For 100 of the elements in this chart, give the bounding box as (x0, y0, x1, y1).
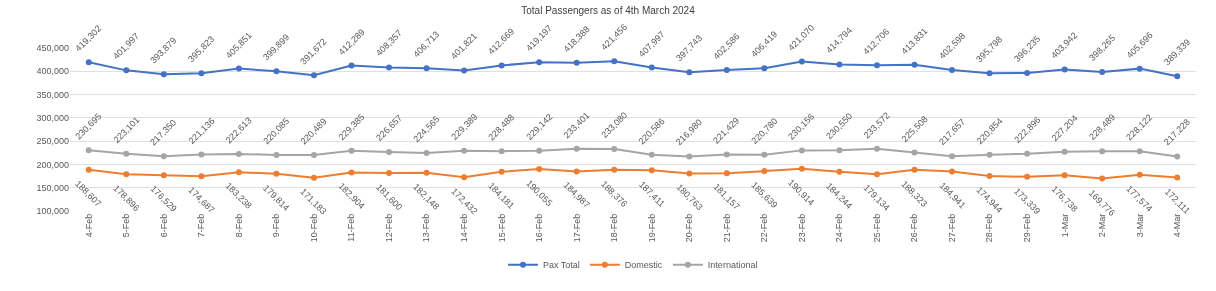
point (348, 169, 355, 176)
point (498, 62, 505, 69)
point (911, 166, 918, 173)
point (1174, 153, 1181, 160)
point (836, 147, 843, 154)
point (986, 151, 993, 158)
point (986, 70, 993, 77)
x-tick-label: 6-Feb (158, 213, 169, 238)
x-tick-label: 15-Feb (496, 213, 507, 243)
x-tick-label: 7-Feb (196, 213, 207, 238)
point (1099, 69, 1106, 76)
point (911, 61, 918, 68)
point (536, 59, 543, 66)
point (123, 150, 130, 157)
point (160, 71, 167, 78)
x-tick-label: 27-Feb (946, 213, 957, 243)
point (1136, 171, 1143, 178)
x-tick-label: 1-Mar (1059, 213, 1070, 238)
point (310, 174, 317, 181)
y-tick-label: 450,000 (36, 43, 69, 54)
point (761, 168, 768, 175)
point (423, 149, 430, 156)
point (1136, 148, 1143, 155)
y-tick-label: 100,000 (36, 206, 69, 217)
y-tick-label: 350,000 (36, 89, 69, 100)
point (348, 62, 355, 69)
point (723, 151, 730, 158)
x-tick-label: 9-Feb (271, 213, 282, 238)
point (573, 59, 580, 66)
point (873, 62, 880, 69)
point (1099, 148, 1106, 155)
x-tick-label: 18-Feb (609, 213, 620, 243)
point (986, 173, 993, 180)
point (798, 147, 805, 154)
x-tick-label: 28-Feb (984, 213, 995, 243)
point (611, 58, 618, 65)
point (123, 171, 130, 178)
y-tick-label: 300,000 (36, 113, 69, 124)
point (536, 166, 543, 173)
x-tick-label: 4-Mar (1172, 213, 1183, 238)
point (723, 67, 730, 74)
point (498, 148, 505, 155)
point (386, 64, 393, 71)
x-tick-label: 26-Feb (909, 213, 920, 243)
point (85, 147, 92, 154)
point (949, 168, 956, 175)
point (1174, 73, 1181, 80)
point (198, 70, 205, 77)
point (648, 167, 655, 174)
point (348, 147, 355, 154)
point (386, 170, 393, 176)
point (1024, 70, 1031, 77)
point (611, 166, 618, 173)
point (798, 165, 805, 172)
point (798, 58, 805, 65)
point (911, 149, 918, 156)
point (723, 170, 730, 177)
x-tick-label: 10-Feb (308, 213, 319, 243)
y-tick-label: 150,000 (36, 182, 69, 193)
x-tick-label: 12-Feb (383, 213, 394, 243)
point (648, 151, 655, 158)
point (949, 153, 956, 160)
y-tick-label: 250,000 (36, 136, 69, 147)
point (686, 69, 693, 76)
point (423, 169, 430, 176)
point (310, 151, 317, 158)
point (461, 174, 468, 181)
point (1136, 65, 1143, 72)
legend-label: Pax Total (543, 260, 580, 271)
x-tick-label: 2-Mar (1097, 213, 1108, 238)
y-tick-label: 200,000 (36, 159, 69, 170)
point (573, 145, 580, 152)
point (310, 72, 317, 79)
point (873, 145, 880, 152)
point (461, 147, 468, 154)
point (386, 149, 393, 156)
point (235, 169, 242, 176)
x-tick-label: 14-Feb (459, 213, 470, 243)
point (1024, 150, 1031, 157)
x-tick-label: 25-Feb (871, 213, 882, 243)
x-tick-label: 16-Feb (534, 213, 545, 243)
point (85, 166, 92, 173)
x-tick-label: 20-Feb (684, 213, 695, 243)
legend-label: Domestic (624, 260, 663, 271)
chart-title: Total Passengers as of 4th March 2024 (521, 5, 696, 17)
point (1099, 175, 1106, 182)
point (235, 65, 242, 72)
point (836, 168, 843, 175)
x-tick-label: 29-Feb (1022, 213, 1033, 243)
point (160, 172, 167, 179)
point (461, 67, 468, 74)
point (949, 67, 956, 74)
point (761, 151, 768, 158)
x-tick-label: 8-Feb (233, 213, 244, 238)
point (198, 151, 205, 158)
x-tick-label: 17-Feb (571, 213, 582, 243)
x-tick-label: 13-Feb (421, 213, 432, 243)
point (836, 61, 843, 68)
point (686, 170, 693, 177)
point (536, 147, 543, 154)
